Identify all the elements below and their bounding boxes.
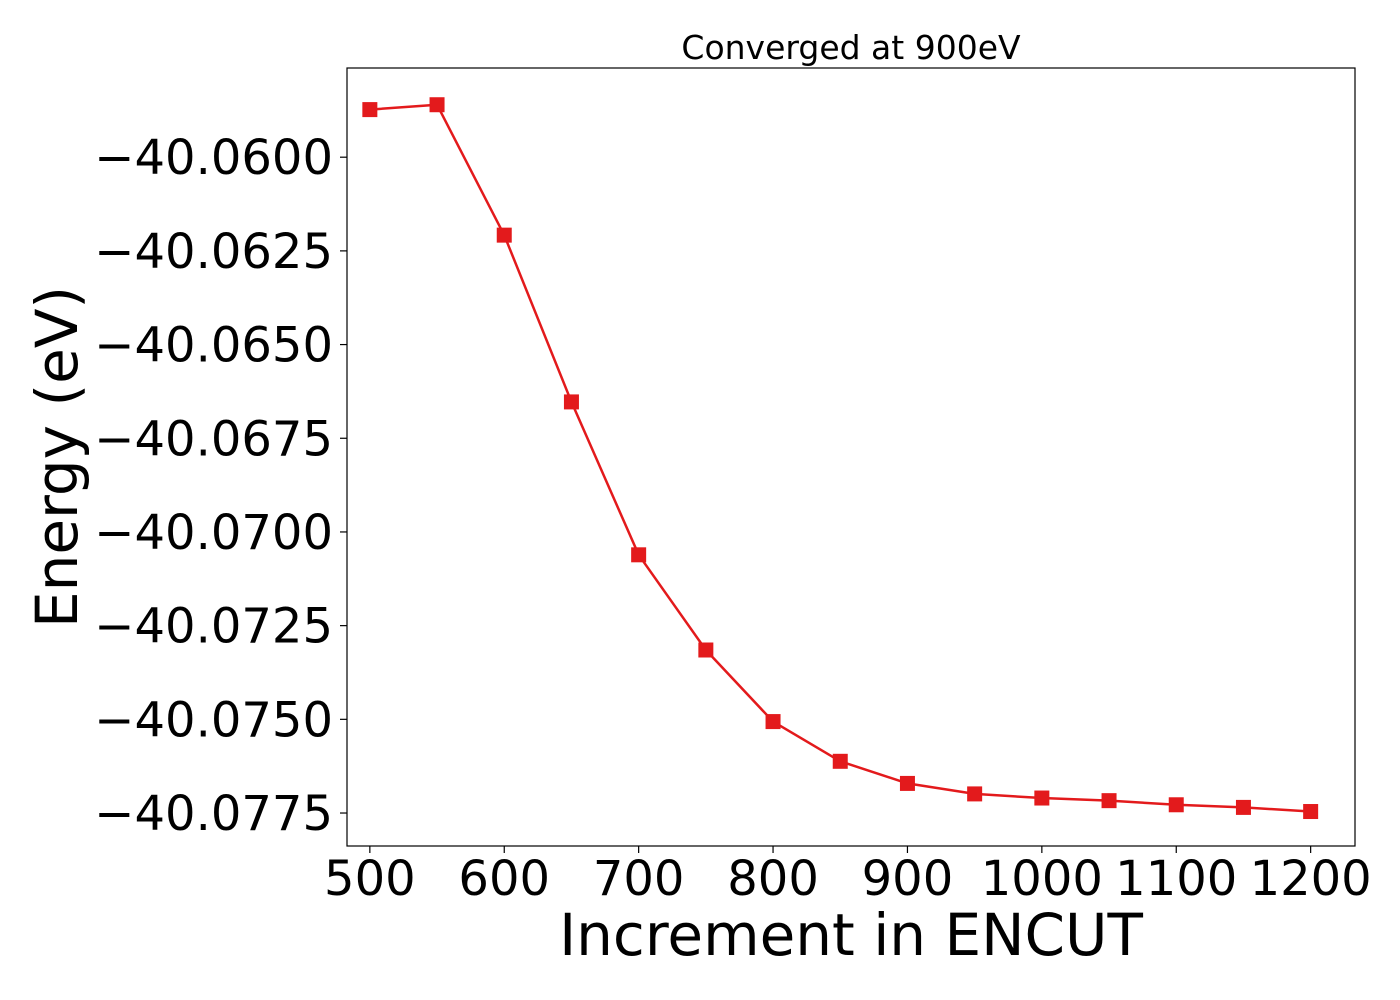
y-tick-label: −40.0625 <box>94 224 333 280</box>
data-point-marker <box>362 102 378 118</box>
data-point-marker <box>698 642 714 658</box>
x-tick-label: 600 <box>458 851 550 907</box>
y-tick-label: −40.0650 <box>94 318 333 374</box>
chart-title: Converged at 900eV <box>681 28 1021 67</box>
data-point-marker <box>1101 793 1117 809</box>
y-tick-label: −40.0700 <box>94 505 333 561</box>
data-point-marker <box>967 786 983 802</box>
data-point-marker <box>1303 804 1319 820</box>
plot-area-frame <box>346 67 1356 847</box>
x-tick-label: 1200 <box>1250 851 1372 907</box>
y-tick-label: −40.0775 <box>94 786 333 842</box>
data-point-marker <box>1034 790 1050 806</box>
x-axis: 500 600 700 800 900 1000 1100 1200 <box>324 846 1372 907</box>
x-tick-label: 1000 <box>981 851 1103 907</box>
y-axis-title: Energy (eV) <box>23 286 91 628</box>
series-line <box>369 103 1311 813</box>
y-tick-label: −40.0725 <box>94 599 333 655</box>
data-point-marker <box>563 394 579 410</box>
x-axis-title: Increment in ENCUT <box>559 901 1143 969</box>
data-point-marker <box>496 227 512 243</box>
x-tick-label: 1100 <box>1115 851 1237 907</box>
y-axis: −40.0600 −40.0625 −40.0650 −40.0675 −40.0700… <box>94 130 347 842</box>
x-tick-label: 900 <box>862 851 954 907</box>
y-tick-label: −40.0675 <box>94 411 333 467</box>
y-tick-label: −40.0750 <box>94 692 333 748</box>
data-point-marker <box>765 714 781 730</box>
data-point-marker <box>429 97 445 113</box>
data-point-marker <box>631 547 647 563</box>
data-point-marker <box>832 753 848 769</box>
data-point-marker <box>899 775 915 791</box>
x-tick-label: 500 <box>324 851 416 907</box>
x-tick-label: 700 <box>593 851 685 907</box>
x-tick-label: 800 <box>727 851 819 907</box>
series-layer <box>362 97 1319 820</box>
y-tick-label: −40.0600 <box>94 130 333 186</box>
data-point-marker <box>1168 797 1184 813</box>
data-point-marker <box>1235 799 1251 815</box>
